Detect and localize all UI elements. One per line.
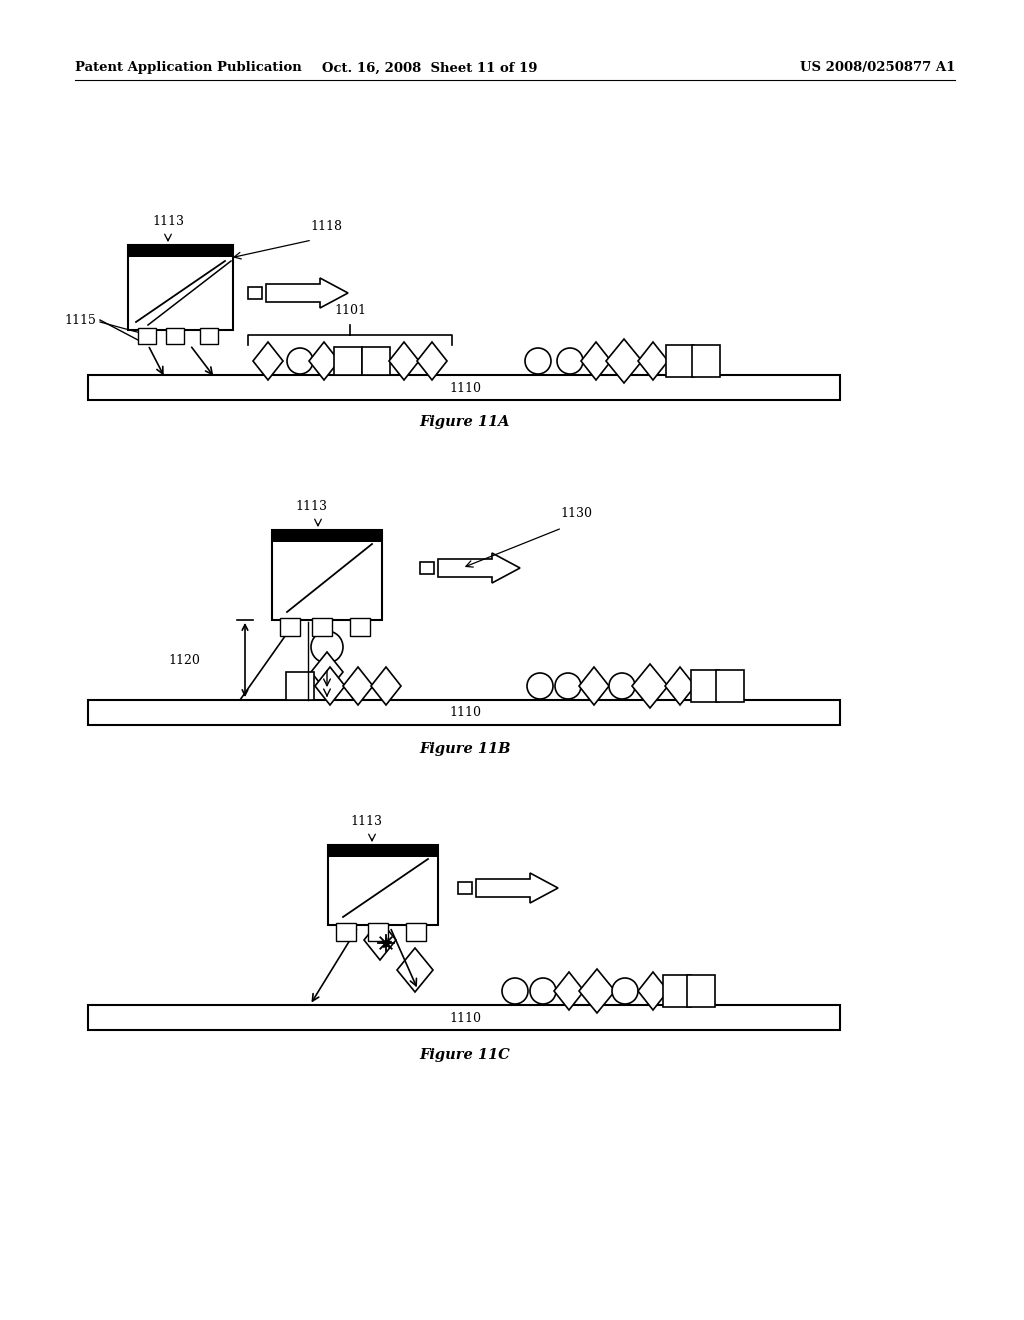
Text: Figure 11B: Figure 11B: [419, 742, 511, 756]
Text: 1115: 1115: [65, 314, 96, 326]
Bar: [166, 327, 184, 345]
Polygon shape: [579, 667, 609, 705]
Text: 1110: 1110: [449, 381, 481, 395]
Text: 1120: 1120: [168, 653, 200, 667]
Polygon shape: [343, 667, 373, 705]
Polygon shape: [606, 339, 642, 383]
Bar: [128, 246, 233, 257]
Bar: [328, 845, 438, 857]
Text: 1110: 1110: [449, 1011, 481, 1024]
Polygon shape: [266, 279, 348, 308]
Text: 1130: 1130: [560, 507, 592, 520]
Bar: [328, 845, 438, 925]
Bar: [286, 672, 314, 700]
Circle shape: [555, 673, 581, 700]
Text: 1118: 1118: [310, 220, 342, 234]
Text: 1110: 1110: [449, 706, 481, 719]
Bar: [350, 618, 370, 636]
Bar: [420, 562, 434, 574]
Text: Oct. 16, 2008  Sheet 11 of 19: Oct. 16, 2008 Sheet 11 of 19: [323, 62, 538, 74]
Text: Patent Application Publication: Patent Application Publication: [75, 62, 302, 74]
Polygon shape: [397, 948, 433, 993]
Circle shape: [287, 348, 313, 374]
Bar: [138, 327, 156, 345]
Bar: [272, 531, 382, 543]
Polygon shape: [632, 664, 668, 708]
Polygon shape: [309, 342, 339, 380]
Polygon shape: [638, 342, 668, 380]
Polygon shape: [476, 873, 558, 903]
Bar: [280, 618, 300, 636]
Text: 1113: 1113: [295, 500, 327, 513]
Polygon shape: [438, 553, 520, 583]
Circle shape: [527, 673, 553, 700]
Bar: [88, 700, 840, 725]
Bar: [406, 923, 426, 941]
Polygon shape: [554, 972, 584, 1010]
Bar: [716, 671, 744, 702]
Text: Figure 11C: Figure 11C: [420, 1048, 510, 1063]
Polygon shape: [389, 342, 419, 380]
Bar: [458, 882, 472, 894]
Bar: [336, 923, 356, 941]
Bar: [248, 286, 262, 300]
Bar: [666, 345, 694, 378]
Circle shape: [557, 348, 583, 374]
Circle shape: [525, 348, 551, 374]
Text: 1113: 1113: [152, 215, 184, 228]
Text: US 2008/0250877 A1: US 2008/0250877 A1: [800, 62, 955, 74]
Bar: [334, 347, 362, 375]
Bar: [128, 246, 233, 330]
Polygon shape: [253, 342, 283, 380]
Polygon shape: [364, 920, 396, 960]
Polygon shape: [371, 667, 401, 705]
Circle shape: [612, 978, 638, 1005]
Polygon shape: [665, 667, 695, 705]
Bar: [312, 618, 332, 636]
Bar: [663, 975, 691, 1007]
Polygon shape: [311, 652, 343, 692]
Text: 1113: 1113: [350, 814, 382, 828]
Bar: [362, 347, 390, 375]
Polygon shape: [315, 667, 345, 705]
Bar: [687, 975, 715, 1007]
Text: 1101: 1101: [334, 304, 366, 317]
Circle shape: [530, 978, 556, 1005]
Bar: [368, 923, 388, 941]
Bar: [691, 671, 719, 702]
Polygon shape: [581, 342, 611, 380]
Text: Figure 11A: Figure 11A: [420, 414, 510, 429]
Polygon shape: [417, 342, 447, 380]
Polygon shape: [638, 972, 668, 1010]
Bar: [200, 327, 218, 345]
Bar: [272, 531, 382, 620]
Bar: [88, 375, 840, 400]
Circle shape: [502, 978, 528, 1005]
Circle shape: [609, 673, 635, 700]
Bar: [88, 1005, 840, 1030]
Circle shape: [311, 631, 343, 663]
Bar: [692, 345, 720, 378]
Polygon shape: [579, 969, 615, 1012]
